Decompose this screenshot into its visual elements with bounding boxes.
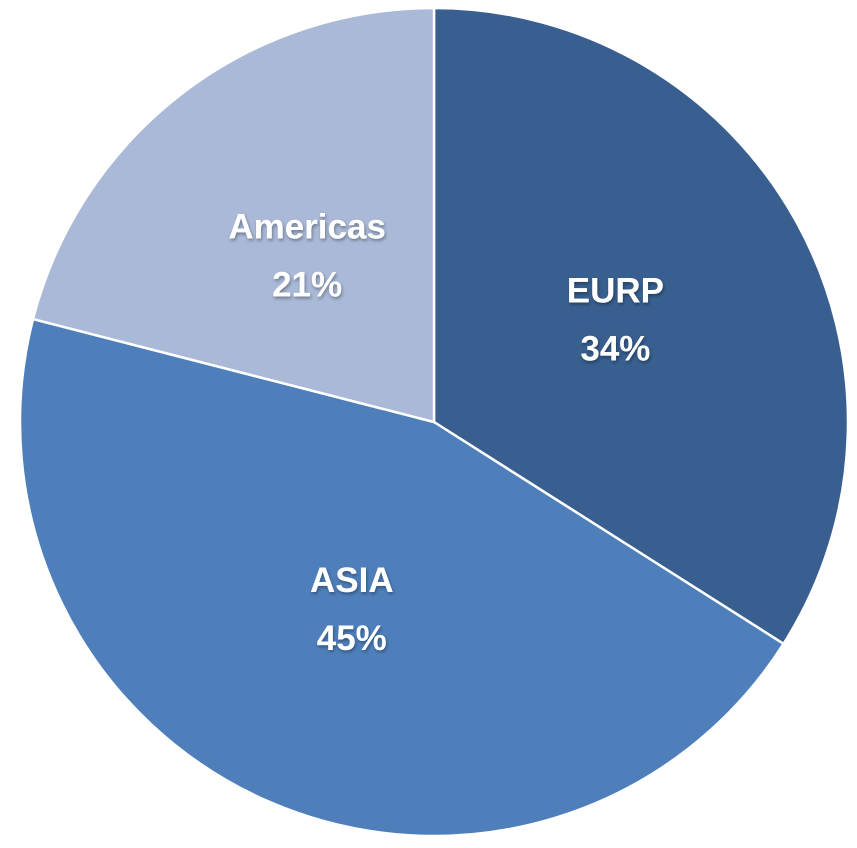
slice-value-label: 21% (272, 266, 342, 305)
pie-slice (18, 317, 785, 838)
pie-slice (432, 6, 850, 646)
slice-name: Americas (228, 208, 386, 247)
pie-slice (31, 6, 436, 424)
slice-name: EURP (567, 272, 664, 311)
slice-name: ASIA (310, 561, 394, 600)
slice-value-label: 45% (317, 619, 387, 658)
slice-value-label: 34% (580, 330, 650, 369)
